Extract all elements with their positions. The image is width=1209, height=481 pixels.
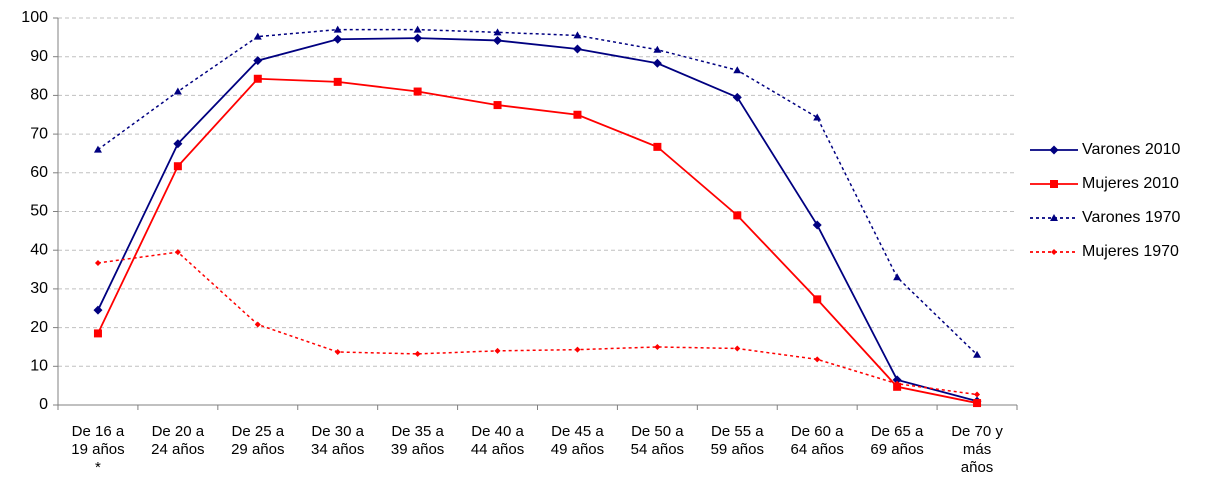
point (413, 33, 423, 43)
point (813, 113, 822, 121)
point (653, 142, 662, 151)
y-tick-label: 20 (30, 319, 48, 336)
point (574, 346, 581, 353)
legend-marker (1049, 145, 1059, 155)
point (173, 139, 183, 149)
point (94, 259, 101, 266)
point (893, 273, 902, 281)
point (812, 220, 822, 230)
point (974, 391, 981, 398)
point (654, 343, 661, 350)
series-line (97, 251, 978, 396)
point (733, 211, 742, 220)
legend-label: Mujeres 2010 (1082, 175, 1179, 192)
point (493, 28, 502, 36)
point (813, 295, 822, 304)
point (333, 25, 342, 33)
point (413, 87, 422, 96)
point (733, 66, 742, 74)
point (93, 329, 102, 338)
x-tick-label: De 60 a 64 años (791, 423, 845, 458)
y-tick-label: 30 (30, 280, 48, 297)
legend-label: Mujeres 1970 (1082, 243, 1179, 260)
point (894, 380, 901, 387)
x-tick-label: De 16 a 19 años * (71, 423, 125, 476)
legend-marker (1051, 249, 1057, 255)
point (653, 45, 662, 53)
point (174, 249, 181, 256)
point (572, 44, 582, 54)
point (253, 32, 262, 40)
x-tick-label: De 55 a 59 años (711, 423, 765, 458)
point (413, 25, 422, 33)
point (494, 347, 501, 354)
x-tick-label: De 30 a 34 años (311, 423, 365, 458)
y-tick-label: 40 (30, 241, 48, 258)
point (573, 110, 582, 119)
point (573, 31, 582, 39)
series-line (97, 28, 978, 356)
y-tick-label: 60 (30, 164, 48, 181)
point (493, 35, 503, 45)
legend-marker (1050, 180, 1058, 188)
point (973, 399, 982, 408)
x-tick-label: De 35 a 39 años (391, 423, 445, 458)
point (173, 162, 182, 171)
point (414, 350, 421, 357)
legend-marker (1050, 214, 1058, 221)
x-tick-label: De 50 a 54 años (631, 423, 685, 458)
point (334, 348, 341, 355)
point (892, 375, 902, 385)
y-tick-label: 90 (30, 48, 48, 65)
point (732, 92, 742, 102)
point (173, 87, 182, 95)
legend-label: Varones 1970 (1082, 209, 1181, 226)
y-tick-label: 50 (30, 203, 48, 220)
point (652, 58, 662, 68)
y-tick-label: 70 (30, 125, 48, 142)
point (493, 101, 502, 110)
point (93, 145, 102, 153)
point (973, 350, 982, 358)
point (893, 382, 902, 391)
series-line (97, 37, 978, 402)
y-tick-label: 0 (39, 396, 48, 413)
point (253, 56, 263, 66)
point (93, 305, 103, 315)
point (734, 345, 741, 352)
point (253, 74, 262, 83)
legend-label: Varones 2010 (1082, 141, 1181, 158)
point (814, 356, 821, 363)
x-tick-label: De 70 y más años (951, 423, 1003, 476)
x-tick-label: De 40 a 44 años (471, 423, 525, 458)
point (254, 321, 261, 328)
x-tick-label: De 45 a 49 años (551, 423, 605, 458)
y-tick-label: 100 (21, 9, 48, 26)
point (333, 34, 343, 44)
series-line (97, 77, 978, 404)
x-tick-label: De 25 a 29 años (231, 423, 285, 458)
x-tick-label: De 65 a 69 años (870, 423, 924, 458)
y-tick-label: 80 (30, 87, 48, 104)
x-tick-label: De 20 a 24 años (151, 423, 205, 458)
y-tick-label: 10 (30, 358, 48, 375)
point (333, 77, 342, 86)
